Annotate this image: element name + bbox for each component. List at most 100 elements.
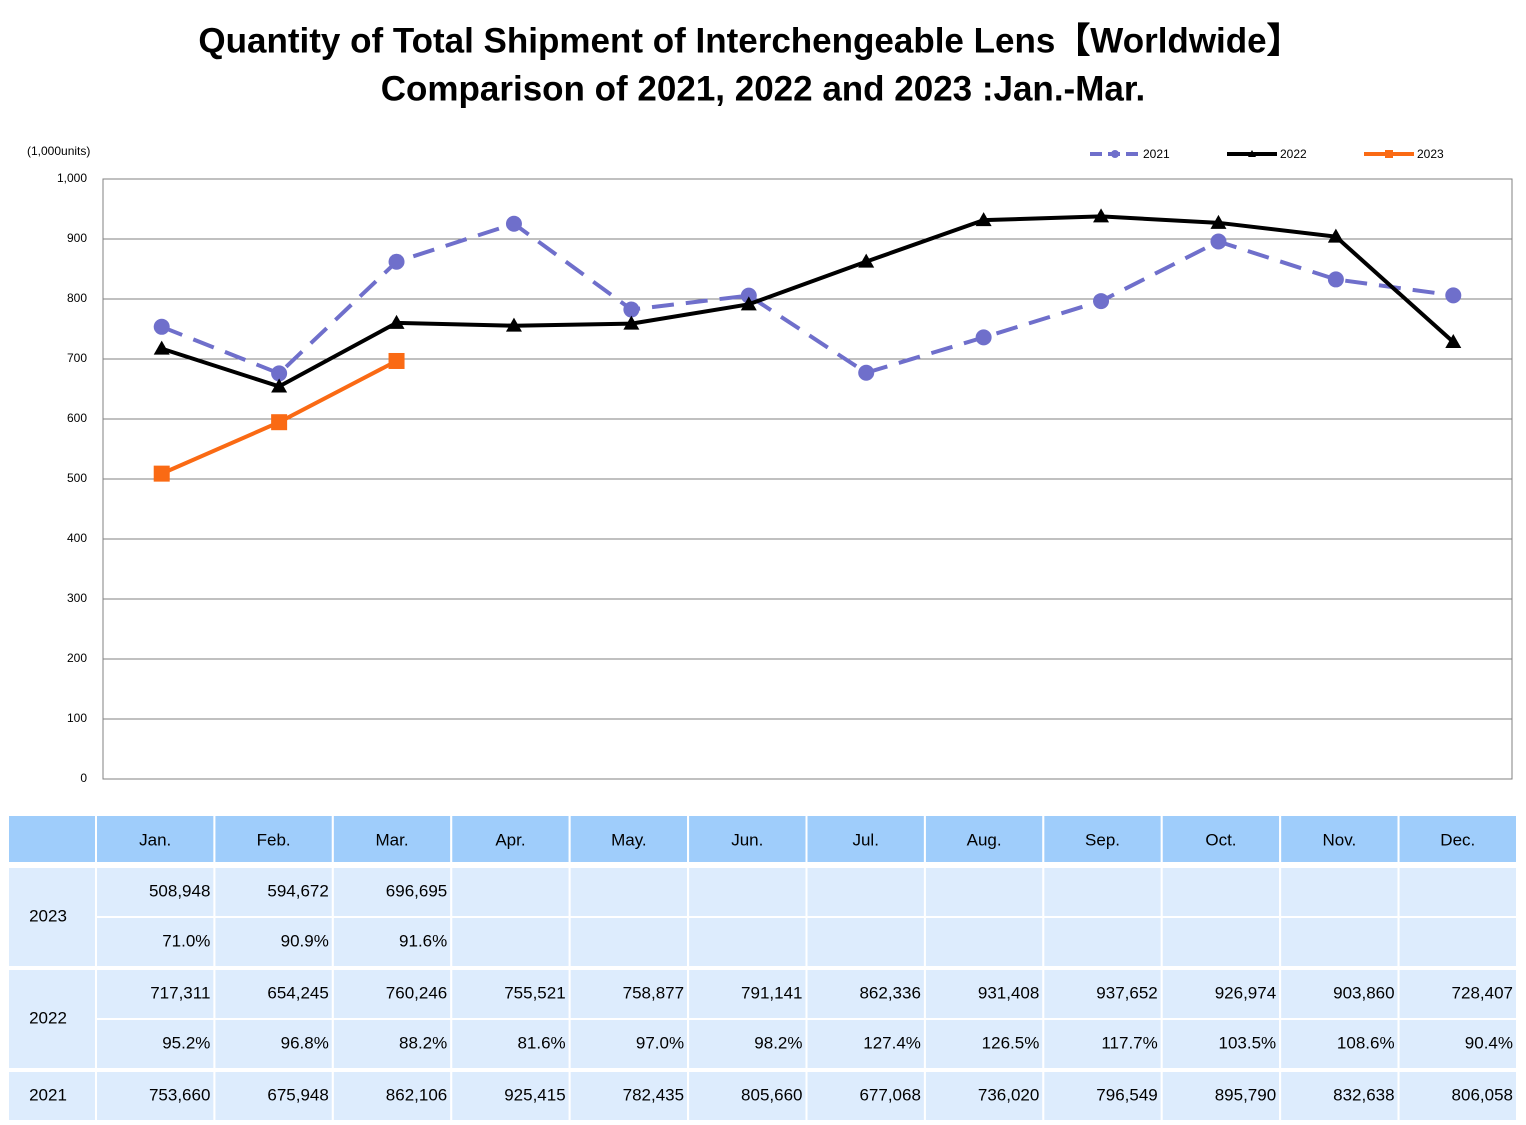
- table-cell: [1397, 866, 1519, 918]
- table-cell: [923, 916, 1045, 968]
- table-header-cell: [213, 814, 334, 864]
- table-value: 98.2%: [754, 1033, 802, 1052]
- marker: [975, 329, 992, 346]
- table-cell: [331, 968, 453, 1020]
- table-header-cell: [1279, 814, 1400, 864]
- table-cell: [805, 866, 926, 918]
- table-value: 508,948: [149, 881, 210, 900]
- table-cell: [1160, 1070, 1282, 1122]
- table-cell: [1042, 866, 1163, 918]
- y-tick-label: 300: [67, 591, 87, 605]
- table-cell: [331, 916, 453, 968]
- marker: [153, 465, 170, 482]
- legend-label: 2022: [1280, 147, 1307, 161]
- table-value: 90.4%: [1465, 1033, 1513, 1052]
- table-cell: [95, 1018, 216, 1070]
- marker: [740, 287, 757, 304]
- table-cell: [923, 968, 1045, 1020]
- table-cell: [450, 968, 571, 1020]
- table-value: 675,948: [267, 1085, 328, 1104]
- table-value: 728,407: [1452, 983, 1513, 1002]
- table-header: May.: [611, 830, 647, 849]
- table-value: 796,549: [1096, 1085, 1157, 1104]
- table-header: Jan.: [139, 830, 171, 849]
- marker: [271, 365, 288, 382]
- table-cell: [213, 1018, 334, 1070]
- y-tick-label: 600: [67, 411, 87, 425]
- marker: [1111, 150, 1119, 158]
- table-cell: [213, 866, 334, 918]
- table-header-cell: [568, 814, 690, 864]
- table-value: 926,974: [1215, 983, 1276, 1002]
- table-value: 127.4%: [863, 1033, 921, 1052]
- marker: [388, 253, 405, 270]
- table-cell: [568, 968, 690, 1020]
- table-value: 126.5%: [982, 1033, 1040, 1052]
- table-header-cell: [331, 814, 453, 864]
- table-header: Sep.: [1085, 830, 1120, 849]
- table-header: Mar.: [376, 830, 409, 849]
- table-cell: [1042, 1070, 1163, 1122]
- table-value: 862,336: [859, 983, 920, 1002]
- table-cell: [1160, 1018, 1282, 1070]
- marker: [505, 317, 522, 332]
- legend-label: 2021: [1143, 147, 1170, 161]
- table-value: 71.0%: [162, 931, 210, 950]
- table-cell: [450, 866, 571, 918]
- table-header: Apr.: [495, 830, 525, 849]
- table-value: 108.6%: [1337, 1033, 1395, 1052]
- table-header-cell: [7, 814, 97, 864]
- marker: [1445, 333, 1462, 348]
- table-header-cell: [1397, 814, 1519, 864]
- table-value: 862,106: [386, 1085, 447, 1104]
- table-header: Dec.: [1440, 830, 1475, 849]
- table-header: Aug.: [967, 830, 1002, 849]
- table-value: 937,652: [1096, 983, 1157, 1002]
- marker: [505, 215, 522, 232]
- marker: [1385, 150, 1393, 158]
- table-cell: [213, 1070, 334, 1122]
- y-tick-label: 0: [80, 771, 87, 785]
- table-cell: [450, 916, 571, 968]
- table-cell: [95, 1070, 216, 1122]
- series-line: [161, 214, 1455, 389]
- table-cell: [1160, 916, 1282, 968]
- table-value: 96.8%: [281, 1033, 329, 1052]
- table-value: 931,408: [978, 983, 1039, 1002]
- table-header: Oct.: [1205, 830, 1236, 849]
- table-cell: [1042, 916, 1163, 968]
- marker: [740, 296, 757, 311]
- table-header: Jun.: [731, 830, 763, 849]
- marker: [271, 378, 288, 393]
- table-value: 696,695: [386, 881, 447, 900]
- table-value: 760,246: [386, 983, 447, 1002]
- y-tick-label: 400: [67, 531, 87, 545]
- table-value: 791,141: [741, 983, 802, 1002]
- table-cell: [1042, 1018, 1163, 1070]
- table-value: 782,435: [623, 1085, 684, 1104]
- marker: [153, 318, 170, 335]
- table-cell: [1279, 916, 1400, 968]
- table-cell: [687, 866, 808, 918]
- chart-title: Quantity of Total Shipment of Intercheng…: [198, 21, 1301, 60]
- marker: [1210, 214, 1227, 229]
- marker: [623, 301, 640, 318]
- y-tick-label: 1,000: [57, 171, 87, 185]
- y-tick-label: 200: [67, 651, 87, 665]
- table-cell: [331, 866, 453, 918]
- table-header-cell: [923, 814, 1045, 864]
- table-header-cell: [450, 814, 571, 864]
- table-cell: [568, 916, 690, 968]
- table-value: 90.9%: [281, 931, 329, 950]
- row-label: 2023: [29, 906, 67, 925]
- marker: [388, 314, 405, 329]
- table-cell: [1279, 1018, 1400, 1070]
- table-cell: [1397, 1070, 1519, 1122]
- table-cell: [568, 866, 690, 918]
- table-value: 117.7%: [1101, 1033, 1157, 1052]
- row-label: 2022: [29, 1008, 67, 1027]
- table-value: 753,660: [149, 1085, 210, 1104]
- table-header: Feb.: [257, 830, 291, 849]
- table-value: 103.5%: [1218, 1033, 1276, 1052]
